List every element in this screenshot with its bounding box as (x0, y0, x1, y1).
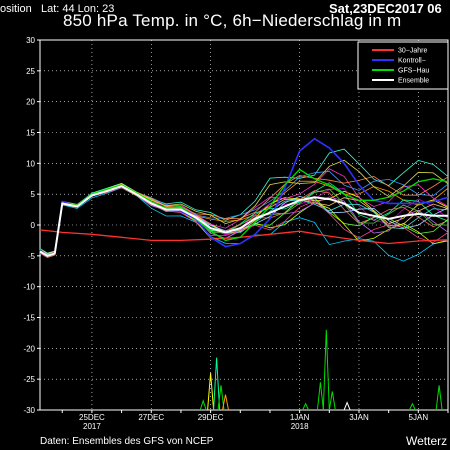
legend-entry: Kontroll− (398, 58, 426, 65)
precipitation-spike (222, 394, 229, 411)
footer-source: Daten: Ensembles des GFS von NCEP (40, 436, 214, 447)
x-tick-label: 1JAN (290, 413, 310, 422)
precipitation-spike (408, 402, 416, 411)
precipitation-spike (435, 385, 443, 411)
legend: 30−Jahre Kontroll− GFS−Hau Ensemble (357, 41, 449, 90)
ensemble-member-line (39, 159, 449, 255)
x-tick-label: 29DEC (198, 413, 224, 422)
chart-title: 850 hPa Temp. in °C, 6h−Niederschlag in … (63, 11, 402, 30)
y-tick-label: -30 (23, 406, 35, 415)
y-tick-label: 10 (26, 159, 35, 168)
y-tick-label: -25 (23, 375, 35, 384)
y-tick-label: -5 (28, 252, 36, 261)
footer-brand: Wetterz (406, 434, 448, 448)
x-tick-label: 27DEC (138, 413, 164, 422)
ensemble-member-line (39, 187, 449, 262)
header-location: osition Lat: 44 Lon: 23 (0, 3, 115, 15)
y-tick-label: -20 (23, 344, 35, 353)
y-tick-label: 20 (26, 98, 35, 107)
precipitation-spike (302, 402, 310, 411)
y-tick-label: 15 (26, 129, 35, 138)
legend-entry: GFS−Hau (398, 68, 429, 75)
precipitation-spike (199, 399, 207, 411)
y-tick-label: 0 (31, 221, 36, 230)
legend-entry: Ensemble (398, 78, 429, 85)
y-tick-label: -15 (23, 314, 35, 323)
precipitation-spike (322, 329, 330, 411)
precipitation-spike (328, 391, 336, 411)
y-tick-label: 25 (26, 67, 35, 76)
x-tick-label: 5JAN (409, 413, 429, 422)
precipitation-spike (343, 401, 351, 411)
x-tick-year: 2018 (291, 422, 309, 431)
precipitation-spike (207, 372, 215, 411)
ensemble-member-line (39, 184, 449, 256)
header-datetime: Sat,23DEC2017 06 (329, 1, 442, 16)
ensemble-member-line (39, 170, 449, 256)
ensemble-member-line (39, 185, 449, 256)
x-tick-label: 25DEC (79, 413, 105, 422)
legend-entry: 30−Jahre (398, 48, 427, 55)
precipitation-spike (213, 357, 221, 411)
y-tick-label: -10 (23, 283, 35, 292)
ensemble-members-layer (39, 148, 449, 262)
ensemble-mean-line (39, 185, 448, 257)
ensemble-member-line (39, 185, 449, 256)
main-lines-layer (39, 137, 449, 257)
precipitation-layer (199, 329, 443, 411)
y-tick-label: 30 (26, 36, 35, 45)
y-tick-label: 5 (31, 190, 36, 199)
precipitation-spike (217, 385, 225, 411)
precipitation-spike (316, 382, 324, 411)
ensemble-member-line (39, 185, 449, 256)
x-tick-label: 3JAN (349, 413, 369, 422)
x-tick-year: 2017 (83, 422, 101, 431)
